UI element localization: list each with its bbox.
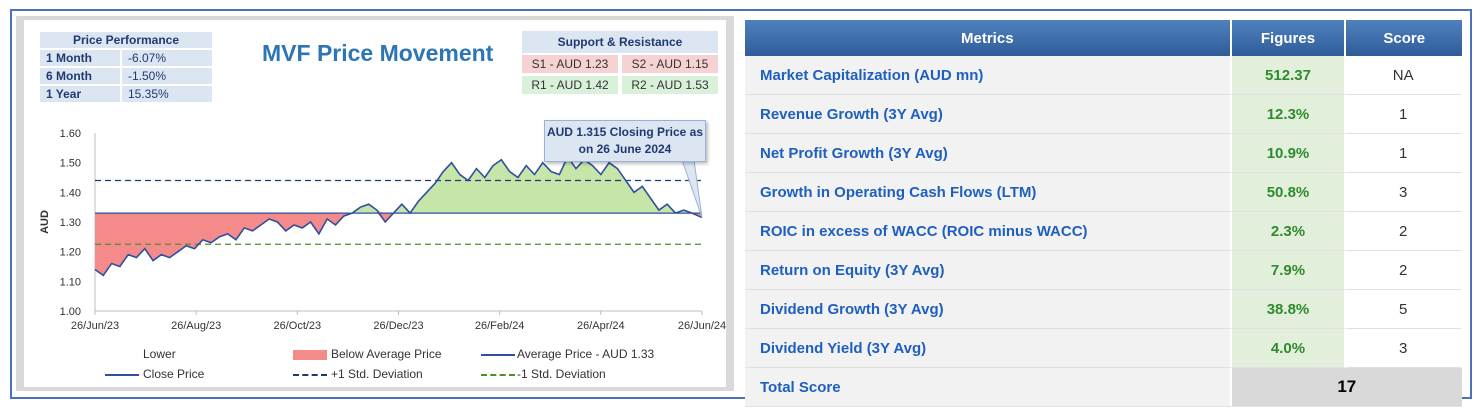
callout-pointer [681,159,703,218]
table-row: Dividend Growth (3Y Avg) 38.8% 5 [745,290,1462,329]
x-tick-label: 26/Aug/23 [171,320,221,332]
close-price-line [94,155,703,277]
metric-score: NA [1346,56,1462,95]
perf-value: -6.07% [122,50,212,66]
metric-name: Return on Equity (3Y Avg) [745,251,1232,290]
support-s2: S2 - AUD 1.15 [622,55,718,73]
legend-below-swatch [293,347,327,361]
metric-score: 5 [1346,290,1462,329]
y-tick-label: 1.10 [60,276,81,288]
total-score-value: 17 [1231,368,1462,407]
y-tick-label: 1.20 [60,247,81,259]
metric-score: 1 [1346,134,1462,173]
metric-name: ROIC in excess of WACC (ROIC minus WACC) [745,212,1232,251]
metrics-header: Metrics [745,20,1232,56]
y-tick-label: 1.60 [60,128,81,140]
metric-name: Dividend Growth (3Y Avg) [745,290,1232,329]
total-row: Total Score 17 [745,368,1462,407]
metric-name: Revenue Growth (3Y Avg) [745,95,1232,134]
perf-value: 15.35% [122,86,212,102]
legend-minus-std: -1 Std. Deviation [517,367,606,381]
metrics-panel: Metrics Figures Score Market Capitalizat… [745,20,1462,407]
metric-name: Dividend Yield (3Y Avg) [745,329,1232,368]
figures-header: Figures [1231,20,1347,56]
metric-figure: 4.0% [1231,329,1347,368]
metric-figure: 38.8% [1231,290,1347,329]
x-tick-label: 26/Jun/23 [71,320,119,332]
y-axis-label: AUD [39,210,51,234]
x-tick-label: 26/Oct/23 [273,320,321,332]
perf-label: 1 Month [40,50,120,66]
legend-minus-std-swatch [481,367,515,381]
metric-figure: 512.37 [1231,56,1347,95]
metric-name: Net Profit Growth (3Y Avg) [745,134,1232,173]
table-row: Return on Equity (3Y Avg) 7.9% 2 [745,251,1462,290]
table-row: Growth in Operating Cash Flows (LTM) 50.8… [745,173,1462,212]
metric-score: 3 [1346,173,1462,212]
callout-line2: on 26 June 2024 [578,142,672,156]
metric-figure: 10.9% [1231,134,1347,173]
metric-score: 3 [1346,329,1462,368]
metric-figure: 12.3% [1231,95,1347,134]
price-chart: 1.00 1.10 1.20 1.30 1.40 1.50 1.60 AUD 26/Jun/23… [39,128,726,332]
total-score-label: Total Score [745,368,1232,407]
y-tick-label: 1.00 [60,306,81,318]
x-tick-label: 26/Jun/24 [678,320,726,332]
support-s1: S1 - AUD 1.23 [522,55,618,73]
legend-close-swatch [105,367,139,381]
resistance-r2: R2 - AUD 1.53 [622,76,718,94]
legend-close: Close Price [143,367,205,381]
y-tick-label: 1.30 [60,217,81,229]
chart-title: MVF Price Movement [262,40,494,66]
metric-score: 2 [1346,212,1462,251]
x-tick-label: 26/Dec/23 [373,320,423,332]
metrics-table: Metrics Figures Score Market Capitalizat… [745,20,1462,407]
metric-figure: 7.9% [1231,251,1347,290]
callout-line1: AUD 1.315 Closing Price as [546,125,704,139]
perf-value: -1.50% [122,68,212,84]
closing-price-callout: AUD 1.315 Closing Price as on 26 June 20… [544,120,706,162]
metric-figure: 2.3% [1231,212,1347,251]
metrics-body: Market Capitalization (AUD mn) 512.37 NA Re… [745,56,1462,407]
table-row: Net Profit Growth (3Y Avg) 10.9% 1 [745,134,1462,173]
metric-figure: 50.8% [1231,173,1347,212]
metric-score: 1 [1346,95,1462,134]
legend-average-swatch [481,347,515,361]
above-average-area [95,156,702,214]
x-tick-label: 26/Apr/24 [577,320,625,332]
metric-name: Growth in Operating Cash Flows (LTM) [745,173,1232,212]
table-row: Revenue Growth (3Y Avg) 12.3% 1 [745,95,1462,134]
metric-name: Market Capitalization (AUD mn) [745,56,1232,95]
metric-score: 2 [1346,251,1462,290]
y-tick-label: 1.50 [60,158,81,170]
legend-below: Below Average Price [331,347,442,361]
perf-label: 1 Year [40,86,120,102]
table-row: Dividend Yield (3Y Avg) 4.0% 3 [745,329,1462,368]
perf-label: 6 Month [40,68,120,84]
legend-lower: Lower [143,347,176,361]
score-header: Score [1346,20,1462,56]
support-resistance-header: Support & Resistance [522,31,718,53]
y-tick-label: 1.40 [60,187,81,199]
price-performance-table: Price Performance 1 Month -6.07% 6 Month -… [38,30,214,104]
table-row: ROIC in excess of WACC (ROIC minus WACC)… [745,212,1462,251]
table-row: Market Capitalization (AUD mn) 512.37 NA [745,56,1462,95]
price-performance-header: Price Performance [40,32,212,48]
legend-plus-std-swatch [293,367,327,381]
legend-plus-std: +1 Std. Deviation [331,367,423,381]
resistance-r1: R1 - AUD 1.42 [522,76,618,94]
x-tick-label: 26/Feb/24 [475,320,525,332]
legend-average: Average Price - AUD 1.33 [517,347,655,361]
